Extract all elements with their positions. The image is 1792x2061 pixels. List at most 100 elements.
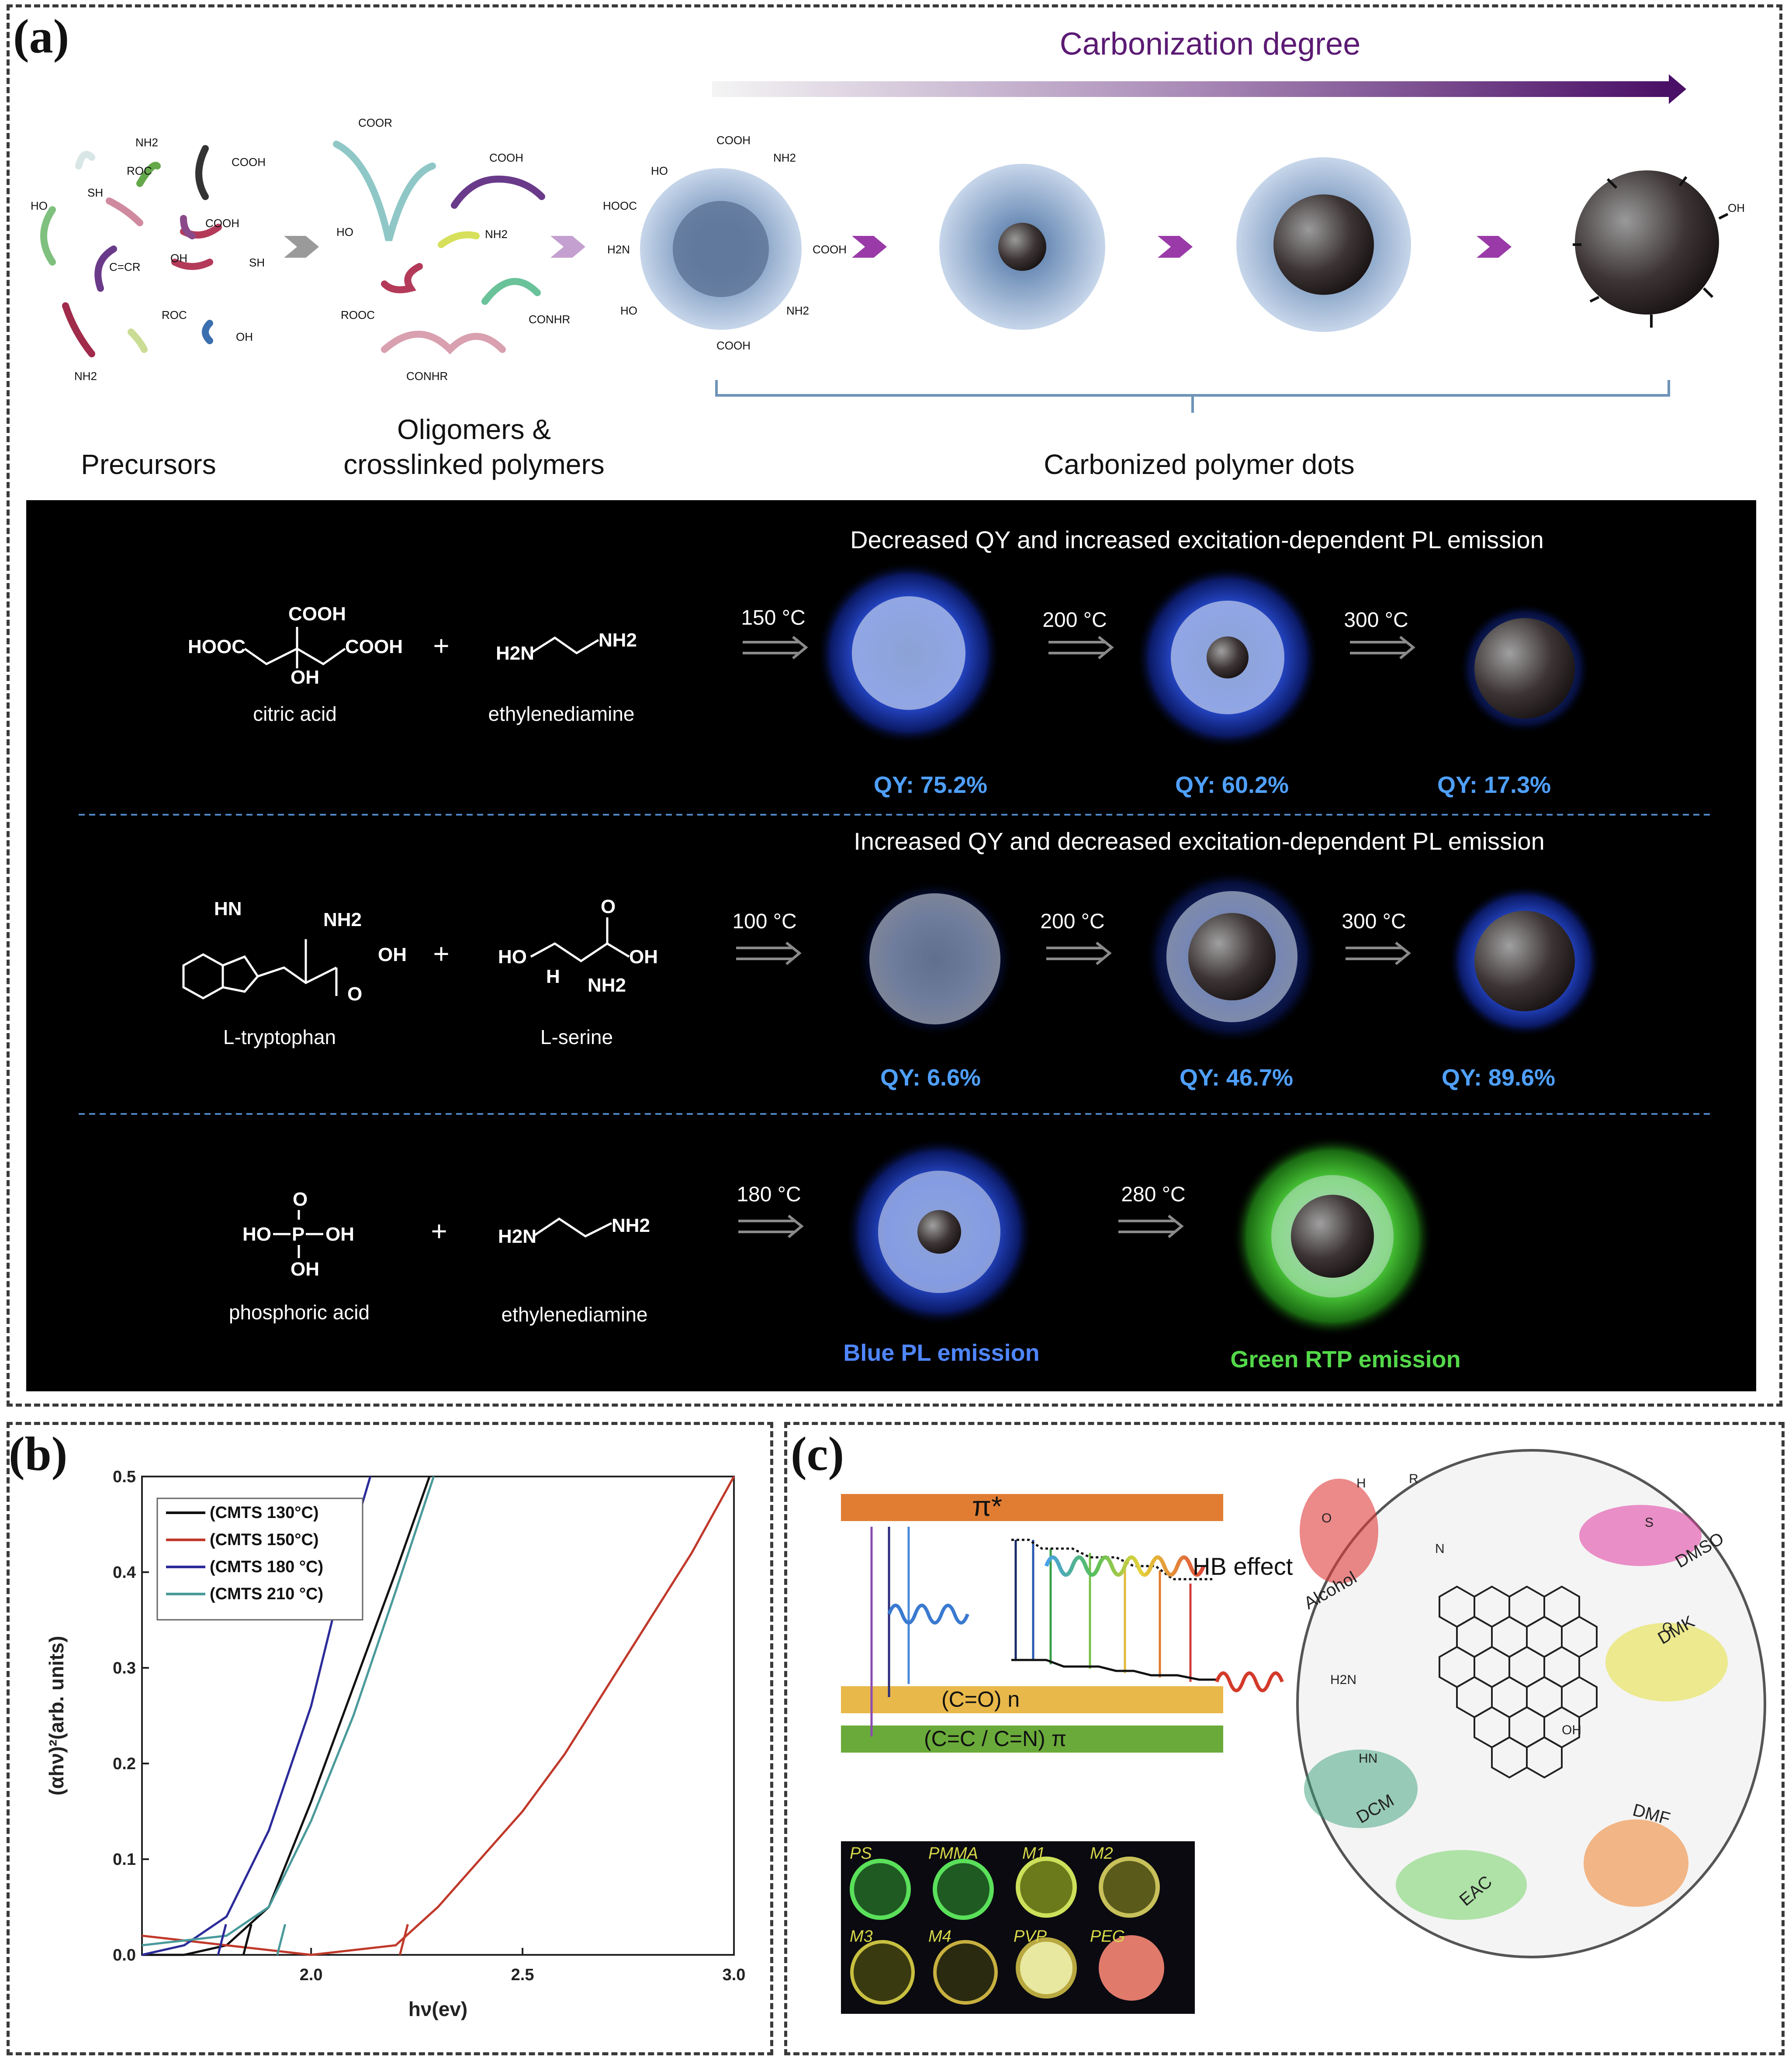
cpd-label: Carbonized polymer dots <box>1044 449 1354 480</box>
svg-text:OH: OH <box>236 330 253 343</box>
tangent-line <box>276 1924 287 1955</box>
svg-text:O: O <box>1662 1620 1672 1635</box>
row2-temp-2: 200 °C <box>1040 910 1104 933</box>
svg-text:NH2: NH2 <box>773 151 796 164</box>
panel-b-chart: 2.0 2.5 3.0 0.0 0.1 0.2 0.3 0.4 0.5 hν(ev) (αhν)²(… <box>45 1468 746 2020</box>
svg-text:OH: OH <box>1562 1723 1581 1737</box>
svg-text:OH: OH <box>325 1224 354 1245</box>
svg-text:OH: OH <box>1728 201 1745 214</box>
precursors-label: Precursors <box>81 449 216 480</box>
svg-text:NH2: NH2 <box>323 909 362 930</box>
row1-qy-1: QY: 75.2% <box>874 772 987 798</box>
y-axis-label: (αhν)²(arb. units) <box>45 1636 68 1796</box>
svg-text:COOH: COOH <box>345 636 403 657</box>
svg-text:C=CR: C=CR <box>109 260 141 273</box>
row1-qy-3: QY: 17.3% <box>1437 772 1551 798</box>
tangent-line <box>217 1924 227 1955</box>
row1-temp-1: 150 °C <box>741 606 805 629</box>
row3-temp-1: 180 °C <box>737 1183 801 1206</box>
row2-temp-1: 100 °C <box>732 910 796 933</box>
y-tick-label: 0.4 <box>113 1563 136 1582</box>
svg-text:H2N: H2N <box>498 1226 536 1247</box>
panel-c <box>784 1422 1785 2055</box>
n-level-label: (C=O) n <box>941 1687 1020 1712</box>
cpd-stage-3 <box>1236 157 1411 332</box>
svg-text:COOH: COOH <box>205 217 239 230</box>
row3-temp-2: 280 °C <box>1121 1183 1185 1206</box>
pi-band <box>841 1726 1223 1753</box>
series-line-4 <box>142 1476 435 1947</box>
blue-pl-emission: Blue PL emission <box>843 1340 1039 1366</box>
x-tick-label: 3.0 <box>723 1966 746 1984</box>
row3-reagent1-name: phosphoric acid <box>229 1301 370 1324</box>
row2-qy-2: QY: 46.7% <box>1180 1065 1293 1091</box>
svg-text:H2N: H2N <box>607 243 630 256</box>
precursor-fragments <box>40 145 222 357</box>
svg-text:NH2: NH2 <box>485 228 508 241</box>
svg-text:NH2: NH2 <box>598 629 637 651</box>
svg-text:NH2: NH2 <box>612 1215 650 1236</box>
film-samples <box>850 1857 1164 2005</box>
step-arrow-2 <box>550 236 585 258</box>
step-arrow-3 <box>852 236 887 258</box>
red-emission-wave <box>1215 1671 1284 1692</box>
row1-reagent2-name: ethylenediamine <box>488 702 634 725</box>
svg-text:COOH: COOH <box>813 243 847 256</box>
row2-arrows <box>736 941 1411 965</box>
svg-text:COOH: COOH <box>489 151 523 164</box>
cpd-stage-4 <box>1573 170 1729 328</box>
series-line-1 <box>142 1476 431 1956</box>
step-arrow-4 <box>1158 236 1193 258</box>
svg-text:OH: OH <box>629 946 658 968</box>
row1-qy-2: QY: 60.2% <box>1175 772 1289 798</box>
series-line-2 <box>142 1476 735 1956</box>
svg-text:M4: M4 <box>928 1927 951 1946</box>
row2-header: Increased QY and decreased excitation-de… <box>854 827 1544 855</box>
legend-box <box>156 1497 363 1621</box>
y-tick-label: 0.2 <box>113 1755 136 1773</box>
svg-text:OH: OH <box>378 944 407 965</box>
svg-text:COOR: COOR <box>358 116 392 129</box>
carbonization-arrow <box>712 74 1686 104</box>
svg-text:O: O <box>1322 1511 1332 1525</box>
svg-text:HOOC: HOOC <box>603 199 637 212</box>
svg-text:P: P <box>292 1224 304 1245</box>
svg-text:HN: HN <box>1359 1751 1377 1766</box>
oligomers-label-line1: Oligomers & <box>397 414 551 445</box>
row1-temp-3: 300 °C <box>1344 609 1408 632</box>
legend-entry: (CMTS 180 °C) <box>210 1558 323 1576</box>
svg-text:HO: HO <box>336 225 353 239</box>
panel-a-label: (a) <box>13 10 69 63</box>
svg-text:PEG: PEG <box>1090 1927 1125 1946</box>
oligomer-group-labels: COOR COOH HO NH2 ROOC CONHR CONHR <box>336 116 570 383</box>
row2-plus: + <box>433 938 449 969</box>
svg-text:NH2: NH2 <box>588 975 626 996</box>
graphene-core <box>1439 1585 1598 1779</box>
svg-text:CONHR: CONHR <box>406 370 448 383</box>
row3-arrows <box>738 1214 1184 1238</box>
n-band <box>841 1686 1223 1713</box>
svg-text:O: O <box>601 896 616 917</box>
row3-dot-blue <box>845 1138 1033 1326</box>
svg-text:COOH: COOH <box>232 156 266 169</box>
row1-header: Decreased QY and increased excitation-de… <box>850 526 1544 553</box>
y-tick-label: 0.0 <box>113 1946 136 1964</box>
svg-text:H2N: H2N <box>1330 1673 1356 1687</box>
svg-text:N: N <box>1435 1542 1445 1556</box>
x-tick-label: 2.5 <box>511 1966 534 1984</box>
svg-text:PS: PS <box>850 1844 872 1863</box>
svg-text:HO: HO <box>31 199 48 212</box>
pi-level-label: (C=C / C=N) π <box>924 1726 1066 1751</box>
y-tick-label: 0.1 <box>113 1850 136 1869</box>
ethylenediamine-structure-2: H2N NH2 <box>498 1215 650 1247</box>
svg-text:PMMA: PMMA <box>928 1844 978 1863</box>
row3-plus: + <box>431 1215 447 1247</box>
row2-dot-2 <box>1145 869 1319 1044</box>
phosphoric-acid-structure: O HO P OH OH <box>242 1189 354 1280</box>
row1-temp-2: 200 °C <box>1042 609 1107 632</box>
serine-structure: HO O OH H NH2 <box>498 896 658 996</box>
cpd-stage-2 <box>939 164 1105 330</box>
row1-plus: + <box>433 630 449 661</box>
row2-dot-3 <box>1448 885 1601 1037</box>
cpd-bracket <box>715 380 1670 413</box>
